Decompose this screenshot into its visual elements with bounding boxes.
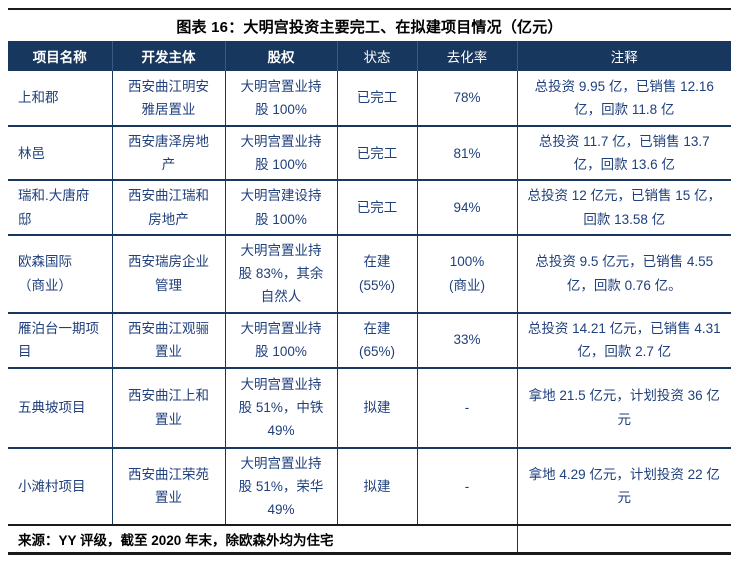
table-row: 欧森国际 （商业） 西安瑞房企业管理 大明宫置业持股 83%，其余自然人 在建 … — [8, 234, 731, 314]
project-name-cell: 林邑 — [8, 126, 113, 182]
col-header-status: 状态 — [337, 41, 418, 71]
equity-cell: 大明宫置业持股 100% — [225, 71, 338, 127]
developer-cell: 西安瑞房企业管理 — [112, 234, 226, 314]
note-cell: 拿地 21.5 亿元，计划投资 36 亿元 — [517, 367, 731, 449]
rate-cell: 81% — [417, 126, 518, 182]
status-cell: 在建 (65%) — [337, 312, 418, 369]
status-cell: 已完工 — [337, 71, 418, 127]
equity-cell: 大明宫建设持股 100% — [225, 180, 338, 236]
equity-cell: 大明宫置业持股 51%，荣华 49% — [225, 447, 338, 526]
equity-cell: 大明宫置业持股 100% — [225, 126, 338, 182]
col-header-project-name: 项目名称 — [8, 41, 113, 71]
developer-cell: 西安唐泽房地产 — [112, 126, 226, 182]
rate-cell: - — [417, 367, 518, 449]
developer-cell: 西安曲江上和置业 — [112, 367, 226, 449]
project-name-cell: 五典坡项目 — [8, 367, 113, 449]
col-header-notes: 注释 — [517, 41, 731, 71]
project-name-cell: 小滩村项目 — [8, 447, 113, 526]
equity-cell: 大明宫置业持股 51%，中铁 49% — [225, 367, 338, 449]
developer-cell: 西安曲江观骊置业 — [112, 312, 226, 369]
note-cell: 总投资 11.7 亿，已销售 13.7 亿，回款 13.6 亿 — [517, 126, 731, 182]
status-cell: 已完工 — [337, 180, 418, 236]
table-row: 林邑 西安唐泽房地产 大明宫置业持股 100% 已完工 81% 总投资 11.7… — [8, 126, 731, 182]
rate-cell: 78% — [417, 71, 518, 127]
rate-cell: - — [417, 447, 518, 526]
table-row: 五典坡项目 西安曲江上和置业 大明宫置业持股 51%，中铁 49% 拟建 - 拿… — [8, 367, 731, 449]
table-row: 上和郡 西安曲江明安雅居置业 大明宫置业持股 100% 已完工 78% 总投资 … — [8, 71, 731, 127]
status-cell: 拟建 — [337, 447, 418, 526]
note-cell: 总投资 14.21 亿元，已销售 4.31 亿，回款 2.7 亿 — [517, 312, 731, 369]
developer-cell: 西安曲江明安雅居置业 — [112, 71, 226, 127]
source-note: 来源：YY 评级，截至 2020 年末，除欧森外均为住宅 — [8, 524, 517, 555]
equity-cell: 大明宫置业持股 100% — [225, 312, 338, 369]
status-cell: 在建 (55%) — [337, 234, 418, 314]
col-header-sellthrough-rate: 去化率 — [417, 41, 518, 71]
project-name-cell: 上和郡 — [8, 71, 113, 127]
rate-cell: 94% — [417, 180, 518, 236]
source-row: 来源：YY 评级，截至 2020 年末，除欧森外均为住宅 — [8, 524, 731, 555]
source-empty-cell — [516, 524, 731, 555]
table-row: 雁泊台一期项目 西安曲江观骊置业 大明宫置业持股 100% 在建 (65%) 3… — [8, 312, 731, 369]
rate-cell: 33% — [417, 312, 518, 369]
table-row: 小滩村项目 西安曲江荣苑置业 大明宫置业持股 51%，荣华 49% 拟建 - 拿… — [8, 447, 731, 526]
status-cell: 已完工 — [337, 126, 418, 182]
equity-cell: 大明宫置业持股 83%，其余自然人 — [225, 234, 338, 314]
project-name-cell: 瑞和.大唐府邸 — [8, 180, 113, 236]
developer-cell: 西安曲江荣苑置业 — [112, 447, 226, 526]
col-header-developer: 开发主体 — [112, 41, 226, 71]
note-cell: 总投资 9.95 亿，已销售 12.16 亿，回款 11.8 亿 — [517, 71, 731, 127]
projects-table: 项目名称 开发主体 股权 状态 去化率 注释 上和郡 西安曲江明安雅居置业 大明… — [8, 41, 731, 555]
figure-title: 图表 16：大明宫投资主要完工、在拟建项目情况（亿元） — [176, 19, 563, 36]
header-row: 项目名称 开发主体 股权 状态 去化率 注释 — [8, 41, 731, 71]
top-divider — [8, 8, 731, 10]
table-row: 瑞和.大唐府邸 西安曲江瑞和房地产 大明宫建设持股 100% 已完工 94% 总… — [8, 180, 731, 236]
note-cell: 拿地 4.29 亿元，计划投资 22 亿元 — [528, 467, 720, 506]
note-cell: 总投资 9.5 亿元，已销售 4.55 亿，回款 0.76 亿。 — [517, 234, 731, 314]
project-name-cell: 欧森国际 （商业） — [8, 234, 113, 314]
project-name-cell: 雁泊台一期项目 — [8, 312, 113, 369]
note-cell: 总投资 12 亿元，已销售 15 亿，回款 13.58 亿 — [517, 180, 731, 236]
status-cell: 拟建 — [337, 367, 418, 449]
developer-cell: 西安曲江瑞和房地产 — [112, 180, 226, 236]
rate-cell: 100% (商业) — [417, 234, 518, 314]
col-header-equity: 股权 — [225, 41, 338, 71]
